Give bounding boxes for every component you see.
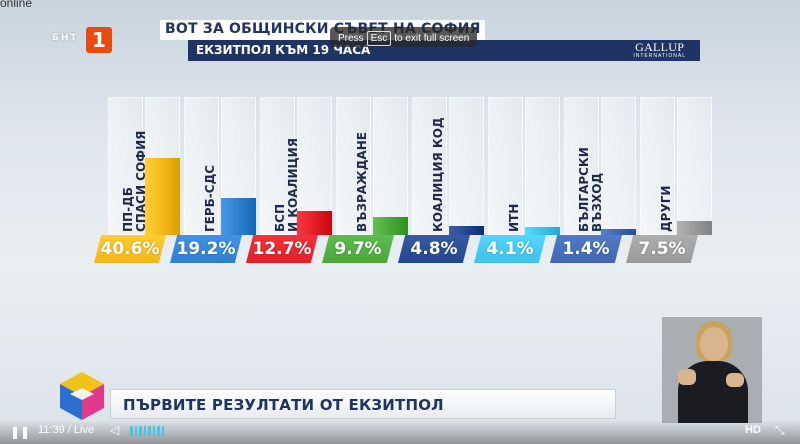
player-time: 11:39 / Live <box>38 424 95 436</box>
bar-0 <box>145 157 180 235</box>
bar-2 <box>297 210 332 235</box>
party-label-4: КОАЛИЦИЯ КОД <box>431 117 445 232</box>
gallup-logo-sub: INTERNATIONAL <box>633 53 686 59</box>
live-label: Live <box>73 424 95 436</box>
column-background-left-4 <box>412 97 447 235</box>
column-background-right-7 <box>677 97 712 235</box>
news-cube-logo <box>56 370 108 422</box>
party-label-0: ПП-ДБ СПАСИ СОФИЯ <box>121 130 148 232</box>
party-label-7: ДРУГИ <box>659 185 673 232</box>
percent-label-7: 7.5% <box>638 239 686 259</box>
column-background-right-4 <box>449 97 484 235</box>
interpreter-head <box>700 327 728 361</box>
channel-number: 1 <box>86 27 112 53</box>
party-label-2: БСП И КОАЛИЦИЯ <box>273 138 300 232</box>
interpreter-right-hand <box>726 373 744 387</box>
column-background-left-6 <box>564 97 599 235</box>
party-label-6: БЪЛГАРСКИ ВЪЗХОД <box>577 147 604 232</box>
column-background-left-3 <box>336 97 371 235</box>
bar-7 <box>677 220 712 235</box>
volume-icon[interactable]: ◁ <box>110 423 120 437</box>
party-label-3: ВЪЗРАЖДАНЕ <box>355 132 369 232</box>
gallup-logo-name: GALLUP <box>635 40 685 54</box>
bar-3 <box>373 216 408 235</box>
current-time: 11:39 <box>38 424 65 436</box>
pause-button[interactable]: ❚❚ <box>10 425 31 439</box>
quality-button[interactable]: HD <box>745 424 761 436</box>
fullscreen-hint-press: Press <box>338 33 364 44</box>
bar-1 <box>221 198 256 235</box>
news-ticker: ПЪРВИТЕ РЕЗУЛТАТИ ОТ ЕКЗИТПОЛ <box>110 389 616 419</box>
percent-tile-4: 4.8% <box>398 235 470 263</box>
bnt-logo-letters: БНТ <box>52 33 79 43</box>
percent-label-5: 4.1% <box>486 239 534 259</box>
column-background-left-0 <box>108 97 143 235</box>
interpreter-left-hand <box>678 369 696 385</box>
column-background-left-2 <box>260 97 295 235</box>
percent-tile-6: 1.4% <box>550 235 622 263</box>
party-label-5: ИТН <box>507 203 521 232</box>
sign-language-interpreter <box>662 317 762 423</box>
percent-tile-1: 19.2% <box>170 235 242 263</box>
esc-key-hint: Esc <box>366 31 392 46</box>
bar-4 <box>449 225 484 235</box>
column-background-left-5 <box>488 97 523 235</box>
chart-subtitle: ЕКЗИТПОЛ КЪМ 19 ЧАСА <box>196 43 371 57</box>
percent-label-6: 1.4% <box>562 239 610 259</box>
chart-subtitle-bar: ЕКЗИТПОЛ КЪМ 19 ЧАСА GALLUP INTERNATIONA… <box>188 40 700 61</box>
percent-label-1: 19.2% <box>176 239 236 259</box>
column-background-left-1 <box>184 97 219 235</box>
percent-label-0: 40.6% <box>100 239 160 259</box>
column-background-right-3 <box>373 97 408 235</box>
column-background-right-6 <box>601 97 636 235</box>
percent-tile-7: 7.5% <box>626 235 698 263</box>
exit-fullscreen-icon[interactable]: ⤡ <box>775 423 785 437</box>
party-label-1: ГЕРБ-СДС <box>203 164 217 232</box>
online-label: online <box>0 0 33 10</box>
percent-label-4: 4.8% <box>410 239 458 259</box>
bar-6 <box>601 229 636 235</box>
percent-label-2: 12.7% <box>252 239 312 259</box>
fullscreen-hint-rest: to exit full screen <box>394 33 470 44</box>
percent-tile-5: 4.1% <box>474 235 546 263</box>
fullscreen-hint: Press Esc to exit full screen <box>330 27 478 47</box>
column-background-left-7 <box>640 97 675 235</box>
news-ticker-text: ПЪРВИТЕ РЕЗУЛТАТИ ОТ ЕКЗИТПОЛ <box>123 396 444 414</box>
bar-5 <box>525 227 560 235</box>
percent-tile-3: 9.7% <box>322 235 394 263</box>
player-controls: ❚❚ 11:39 / Live ◁ HD ⤡ <box>0 420 800 444</box>
percent-label-3: 9.7% <box>334 239 382 259</box>
percent-tile-2: 12.7% <box>246 235 318 263</box>
gallup-logo: GALLUP INTERNATIONAL <box>633 41 686 59</box>
column-background-right-5 <box>525 97 560 235</box>
volume-slider[interactable] <box>130 426 164 436</box>
percent-tile-0: 40.6% <box>94 235 166 263</box>
bnt1-logo: БНТ 1 <box>52 27 116 53</box>
